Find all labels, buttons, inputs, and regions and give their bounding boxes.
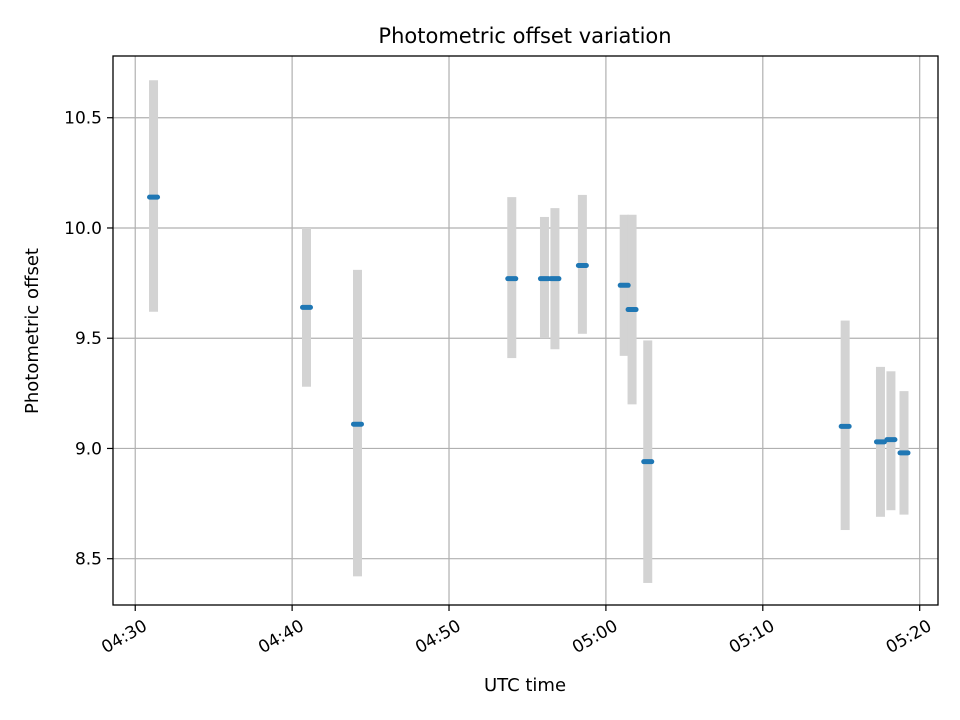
y-tick-label: 9.5 bbox=[75, 329, 102, 349]
y-tick-label: 10.5 bbox=[64, 109, 102, 129]
y-tick-label: 9.0 bbox=[75, 439, 102, 459]
grid bbox=[113, 56, 938, 605]
plot-area-frame bbox=[112, 55, 939, 606]
y-axis-label: Photometric offset bbox=[22, 248, 43, 414]
y-axis-ticks: 8.5 9.0 9.5 10.0 10.5 bbox=[64, 109, 113, 570]
data-points bbox=[147, 194, 911, 465]
chart-title: Photometric offset variation bbox=[378, 24, 671, 48]
y-tick-label: 8.5 bbox=[75, 550, 102, 570]
y-tick-label: 10.0 bbox=[64, 219, 102, 239]
x-axis-label: UTC time bbox=[484, 675, 566, 696]
